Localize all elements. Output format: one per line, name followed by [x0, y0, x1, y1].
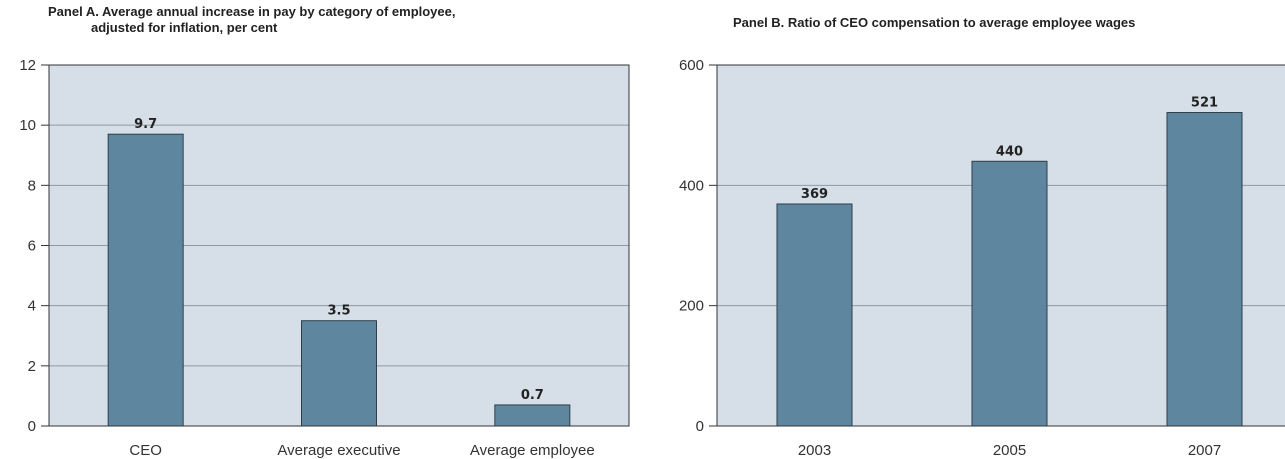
x-category-label: 2005 [993, 442, 1026, 459]
bar-value-label: 521 [1191, 96, 1218, 111]
bar-ceo [107, 133, 184, 427]
bar-value-label: 3.5 [327, 304, 350, 319]
y-tick-label: 10 [19, 117, 36, 134]
y-tick-label: 6 [28, 238, 36, 255]
x-category-label: Average executive [277, 442, 400, 459]
axis-frame [716, 64, 1285, 427]
y-tick-label: 200 [679, 298, 704, 315]
panel-a-title-line-1: Panel A. Average annual increase in pay … [48, 4, 456, 19]
y-tick-label: 8 [28, 177, 36, 194]
y-tick-label: 4 [28, 298, 36, 315]
y-tick-label: 0 [696, 418, 704, 435]
bar-average-executive [301, 320, 377, 427]
bar-2005 [971, 160, 1048, 427]
bar-value-label: 0.7 [521, 388, 544, 403]
y-tick-label: 0 [28, 418, 36, 435]
bar-2003 [776, 203, 853, 427]
y-tick-label: 12 [19, 57, 36, 74]
panel-a-chart: 0 2 4 6 8 10 12 9.7 CEO 3.5 Average executive 0.7 Av… [19, 57, 630, 459]
x-category-label: CEO [129, 442, 162, 459]
y-tick-label: 400 [679, 177, 704, 194]
panel-b-title: Panel B. Ratio of CEO compensation to av… [733, 15, 1136, 30]
bar-value-label: 9.7 [134, 117, 157, 132]
bar-value-label: 440 [996, 144, 1023, 159]
axis-frame [48, 64, 630, 427]
panel-a-title-line-2: adjusted for inflation, per cent [91, 20, 278, 35]
bar-2007 [1166, 112, 1243, 427]
y-tick-label: 2 [28, 358, 36, 375]
y-tick-label: 600 [679, 57, 704, 74]
x-category-label: 2003 [798, 442, 831, 459]
x-category-label: 2007 [1188, 442, 1221, 459]
x-category-label: Average employee [470, 442, 595, 459]
bar-value-label: 369 [801, 187, 828, 202]
